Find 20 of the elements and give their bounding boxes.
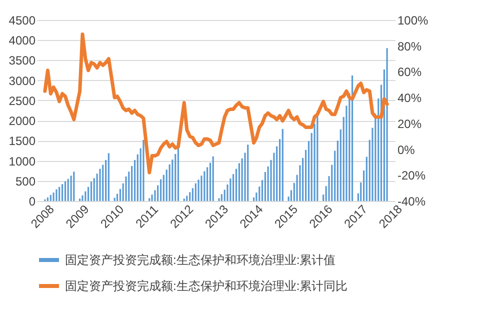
y2-tick-label: 40% xyxy=(398,91,422,106)
y2-tick-label: 100% xyxy=(398,14,429,28)
y2-tick-label: 60% xyxy=(398,65,422,80)
legend-label: 固定资产投资完成额:生态保护和环境治理业:累计同比 xyxy=(65,279,348,293)
y-tick-label: 4000 xyxy=(8,34,36,48)
y-tick-label: 0 xyxy=(28,194,36,208)
y-tick-label: 4500 xyxy=(8,14,36,28)
y2-tick-label: 0% xyxy=(398,142,416,157)
y-tick-label: 500 xyxy=(15,174,36,188)
y-tick-label: 2000 xyxy=(8,114,36,128)
legend-label: 固定资产投资完成额:生态保护和环境治理业:累计值 xyxy=(65,253,336,267)
y-tick-label: 3500 xyxy=(8,54,36,68)
y-tick-label: 1000 xyxy=(8,154,36,168)
y-tick-label: 2500 xyxy=(8,94,36,108)
y2-tick-label: -20% xyxy=(398,168,426,183)
y-tick-label: 3000 xyxy=(8,74,36,88)
y-tick-label: 1500 xyxy=(8,134,36,148)
y2-tick-label: 80% xyxy=(398,39,422,54)
line-series xyxy=(43,32,389,174)
y2-tick-label: 20% xyxy=(398,116,422,131)
